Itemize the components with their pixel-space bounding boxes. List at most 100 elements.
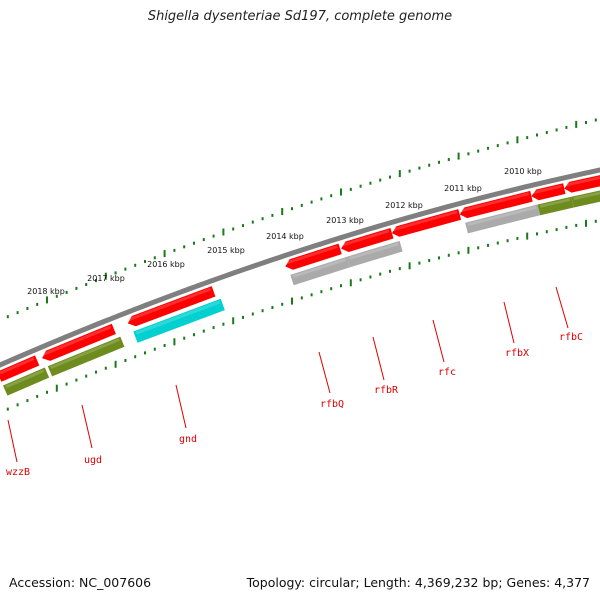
major-tick	[173, 338, 176, 346]
major-tick	[398, 170, 401, 178]
minor-tick	[75, 286, 78, 290]
minor-tick	[222, 322, 225, 326]
kbp-labels: 2010 kbp 2011 kbp 2012 kbp 2013 kbp 2014 kbp…	[27, 167, 542, 296]
gene-feature[interactable]	[285, 243, 342, 270]
gene-feature[interactable]	[0, 355, 40, 382]
minor-tick	[36, 302, 39, 306]
minor-tick	[447, 253, 450, 257]
minor-tick	[418, 261, 421, 265]
major-tick	[281, 208, 284, 215]
minor-tick	[536, 232, 538, 236]
major-tick	[340, 188, 342, 196]
gene-label-rfbr[interactable]: rfbR	[372, 336, 399, 396]
minor-tick	[438, 256, 440, 260]
minor-tick	[251, 220, 254, 224]
minor-tick	[163, 344, 166, 347]
minor-tick	[408, 169, 411, 173]
minor-tick	[369, 275, 372, 279]
minor-tick	[349, 187, 352, 191]
gene-label-rfbc[interactable]: rfbC	[555, 286, 583, 343]
major-tick	[55, 384, 58, 392]
minor-tick	[389, 175, 391, 179]
minor-tick	[447, 158, 450, 161]
gene-feature[interactable]	[47, 336, 125, 377]
kbp-label: 2015 kbp	[207, 246, 245, 255]
minor-tick	[379, 272, 382, 276]
gene-feature[interactable]	[42, 323, 116, 361]
minor-tick	[575, 223, 578, 227]
minor-tick	[193, 241, 195, 245]
gene-feature[interactable]	[290, 256, 351, 286]
gene-label-wzzb[interactable]: wzzB	[6, 419, 30, 478]
label-leader-line	[318, 351, 331, 394]
minor-tick	[477, 149, 480, 153]
accession-text: Accession: NC_007606	[9, 575, 152, 590]
minor-tick	[428, 163, 431, 167]
label-leader-line	[503, 301, 515, 344]
minor-tick	[320, 197, 323, 201]
major-tick	[114, 360, 117, 368]
minor-tick	[173, 248, 176, 252]
kbp-label: 2010 kbp	[504, 167, 542, 176]
minor-tick	[310, 200, 313, 204]
gene-feature[interactable]	[346, 240, 403, 268]
major-tick	[222, 228, 225, 236]
gene-feature[interactable]	[127, 286, 216, 327]
gene-label-rfbq[interactable]: rfbQ	[318, 351, 344, 410]
minor-tick	[506, 141, 509, 145]
gene-label-rfbx[interactable]: rfbX	[503, 301, 529, 359]
minor-tick	[271, 213, 274, 217]
gene-feature[interactable]	[133, 298, 225, 343]
gene-feature[interactable]	[341, 228, 394, 252]
minor-tick	[183, 336, 186, 340]
major-tick	[526, 232, 529, 240]
gene-feature[interactable]	[571, 189, 600, 208]
minor-tick	[467, 152, 470, 156]
gene-feature[interactable]	[531, 183, 566, 201]
major-tick	[575, 120, 578, 128]
gene-label-gnd[interactable]: gnd	[175, 384, 197, 445]
major-tick	[46, 296, 48, 304]
minor-tick	[506, 239, 509, 243]
minor-tick	[85, 374, 88, 378]
minor-tick	[193, 333, 195, 337]
gene-feature[interactable]	[3, 367, 50, 396]
gene-label-ugd[interactable]: ugd	[81, 404, 102, 466]
gene-feature[interactable]	[391, 209, 462, 237]
gene-name: rfbX	[505, 348, 529, 359]
major-tick	[467, 246, 470, 254]
minor-tick	[369, 181, 372, 185]
inner-kbp-ticks	[6, 219, 597, 411]
minor-tick	[251, 312, 254, 316]
minor-tick	[359, 278, 362, 282]
major-tick	[349, 279, 352, 287]
minor-tick	[428, 259, 431, 262]
map-title: Shigella dysenteriae Sd197, complete gen…	[147, 9, 453, 24]
minor-tick	[261, 309, 264, 313]
minor-tick	[6, 407, 9, 411]
minor-tick	[389, 269, 391, 273]
kbp-label: 2016 kbp	[147, 260, 185, 269]
kbp-label: 2012 kbp	[385, 201, 423, 210]
minor-tick	[75, 378, 78, 382]
gene-label-rfc[interactable]: rfc	[432, 319, 456, 378]
gene-feature[interactable]	[465, 204, 541, 234]
gene-feature[interactable]	[537, 196, 574, 216]
minor-tick	[594, 118, 597, 122]
minor-tick	[330, 287, 333, 291]
minor-tick	[16, 311, 19, 315]
minor-tick	[487, 243, 489, 247]
minor-tick	[202, 238, 205, 242]
gene-feature[interactable]	[459, 190, 533, 219]
minor-tick	[153, 347, 156, 351]
minor-tick	[555, 228, 558, 232]
minor-tick	[477, 246, 480, 250]
gene-feature[interactable]	[564, 174, 600, 193]
major-tick	[585, 219, 587, 227]
minor-tick	[487, 146, 489, 150]
minor-tick	[124, 267, 127, 271]
minor-tick	[242, 315, 244, 319]
genome-summary-text: Topology: circular; Length: 4,369,232 bp…	[246, 575, 590, 590]
